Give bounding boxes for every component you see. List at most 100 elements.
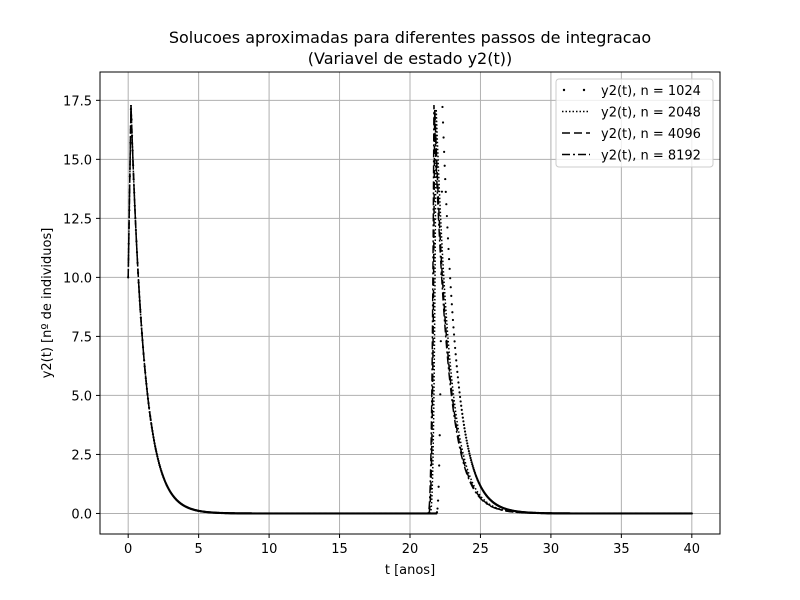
x-tick-label: 15 — [331, 542, 348, 557]
data-point — [460, 408, 463, 411]
data-point — [462, 423, 466, 426]
data-point — [443, 150, 446, 154]
data-point — [456, 370, 459, 373]
data-point — [439, 340, 442, 343]
data-point — [463, 430, 467, 433]
data-point — [462, 420, 465, 423]
data-point — [439, 393, 442, 396]
data-point — [467, 450, 470, 453]
y-tick-label: 5.0 — [71, 389, 92, 404]
data-point — [447, 257, 451, 261]
data-point — [456, 376, 459, 379]
data-point — [471, 463, 474, 466]
data-point — [445, 214, 448, 218]
data-point — [472, 468, 475, 471]
data-point — [464, 433, 467, 436]
series-4 — [127, 105, 692, 515]
data-point — [463, 427, 466, 430]
legend: y2(t), n = 1024 y2(t), n = 2048 y2(t), n =… — [555, 78, 714, 168]
data-point — [444, 177, 447, 181]
data-point — [472, 466, 475, 469]
chart-subtitle: (Variavel de estado y2(t)) — [308, 49, 512, 68]
data-point — [441, 105, 444, 109]
data-point — [436, 507, 439, 510]
x-tick-label: 0 — [124, 542, 132, 557]
legend-marker — [562, 88, 566, 92]
data-point — [471, 464, 474, 468]
data-point — [449, 286, 452, 289]
x-tick-label: 25 — [472, 542, 489, 557]
data-point — [452, 326, 455, 329]
data-point — [458, 391, 461, 394]
data-point — [460, 404, 463, 407]
data-point — [455, 359, 458, 362]
data-point — [470, 461, 473, 464]
data-point — [444, 190, 447, 193]
data-point — [454, 353, 457, 356]
legend-marker — [582, 88, 586, 92]
data-point — [461, 412, 464, 415]
data-point — [467, 447, 470, 450]
data-point — [465, 439, 468, 442]
legend-frame — [555, 78, 714, 168]
data-point — [446, 226, 449, 229]
y-tick-label: 12.5 — [63, 212, 92, 227]
y-tick-label: 7.5 — [71, 330, 92, 345]
data-point — [445, 203, 448, 206]
series-3 — [127, 105, 692, 515]
y-tick-label: 2.5 — [71, 448, 92, 463]
data-point — [451, 318, 455, 322]
data-point — [469, 459, 473, 462]
data-point — [466, 442, 469, 445]
data-point — [461, 416, 464, 419]
data-point — [450, 303, 453, 306]
data-point — [451, 311, 454, 314]
x-tick-label: 20 — [402, 542, 419, 557]
x-tick-label: 30 — [543, 542, 560, 557]
legend-label: y2(t), n = 1024 — [601, 84, 701, 99]
data-point — [436, 499, 440, 502]
legend-label: y2(t), n = 4096 — [601, 127, 701, 142]
data-point — [453, 340, 456, 343]
legend-entry-2: y2(t), n = 2048 — [562, 106, 701, 121]
chart-title: Solucoes aproximadas para diferentes pas… — [169, 28, 651, 47]
series-layer — [127, 105, 693, 515]
data-point — [457, 386, 461, 389]
data-point — [435, 511, 439, 514]
x-tick-label: 5 — [194, 542, 202, 557]
data-point — [440, 190, 444, 193]
data-point — [450, 294, 453, 297]
series-line — [127, 105, 692, 515]
data-point — [438, 434, 441, 437]
legend-entry-1: y2(t), n = 1024 — [562, 84, 701, 99]
y-tick-label: 0.0 — [71, 507, 92, 522]
x-tick-label: 40 — [684, 542, 701, 557]
data-point — [443, 164, 446, 167]
data-point — [468, 452, 471, 455]
data-point — [466, 444, 469, 448]
y-tick-label: 17.5 — [63, 94, 92, 109]
data-point — [465, 436, 468, 439]
data-point — [446, 237, 450, 240]
data-point — [159, 467, 162, 471]
data-point — [468, 454, 472, 457]
data-point — [458, 395, 462, 399]
data-point — [447, 247, 450, 251]
y-tick-label: 15.0 — [63, 153, 92, 168]
data-point — [438, 464, 441, 467]
data-point — [454, 346, 457, 350]
data-point — [459, 400, 462, 403]
data-point — [441, 121, 445, 124]
legend-entry-4: y2(t), n = 8192 — [562, 149, 701, 164]
x-tick-label: 10 — [261, 542, 278, 557]
legend-entry-3: y2(t), n = 4096 — [562, 127, 701, 142]
x-axis: 0 5 10 15 20 25 30 35 40 — [124, 534, 700, 557]
data-point — [437, 485, 440, 488]
y-axis: 0.0 2.5 5.0 7.5 10.0 12.5 15.0 17.5 — [63, 94, 100, 522]
y-axis-label: y2(t) [nº de individuos] — [40, 228, 55, 379]
data-point — [448, 267, 451, 270]
x-axis-label: t [anos] — [385, 563, 435, 578]
data-point — [457, 381, 460, 384]
legend-label: y2(t), n = 8192 — [601, 149, 701, 164]
